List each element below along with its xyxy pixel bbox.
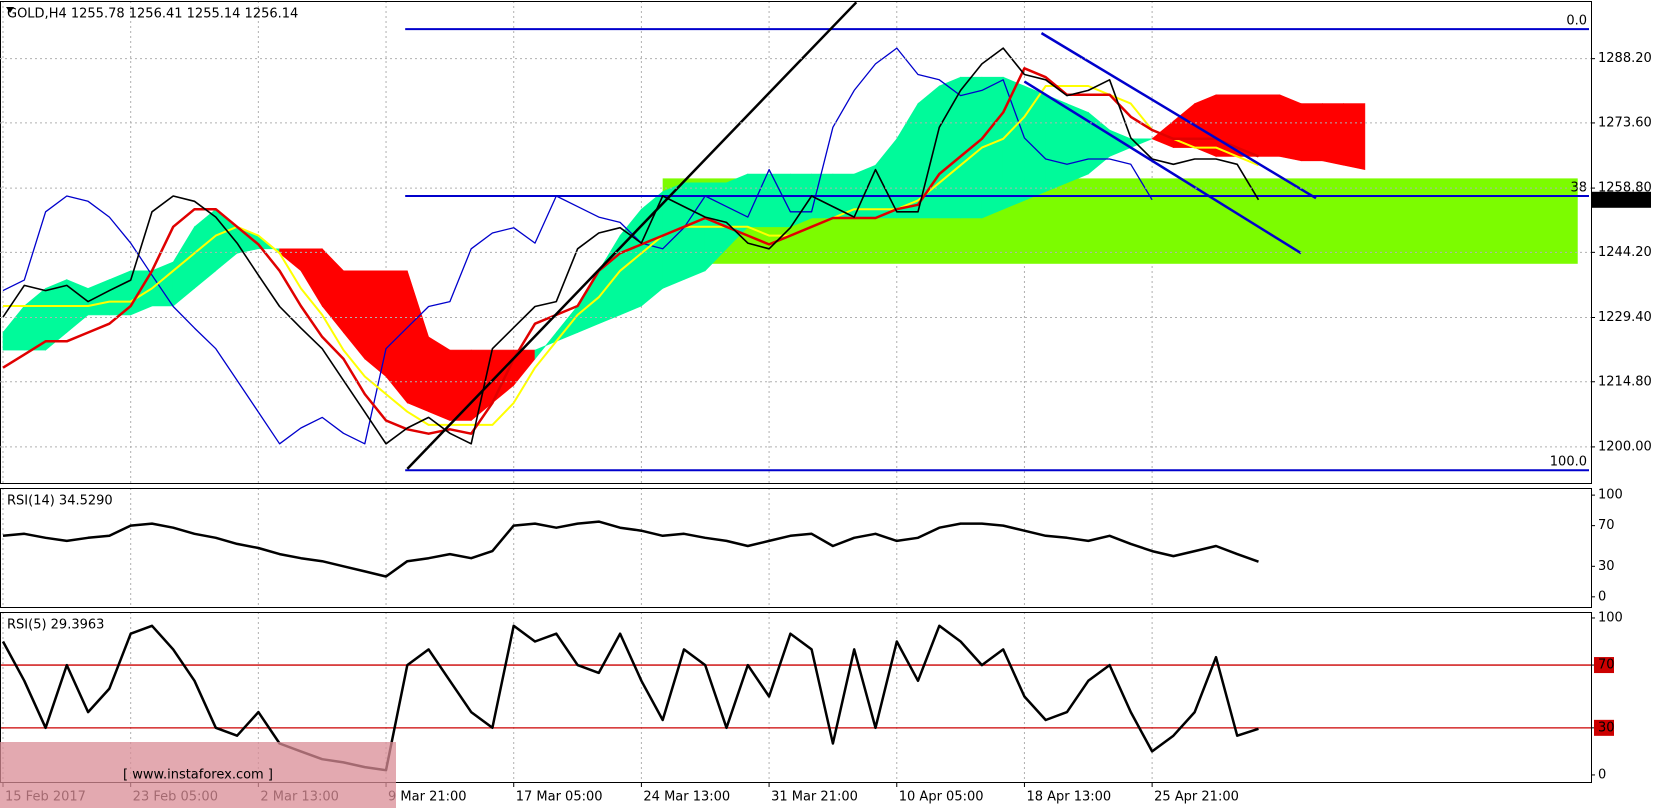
cloud-segment <box>1130 138 1153 149</box>
series-line <box>2 67 1259 435</box>
y-tick-label: 1200.00 <box>1598 439 1652 454</box>
y-tick-label: 70 <box>1598 658 1615 673</box>
x-tick-label: 9 Mar 21:00 <box>388 790 467 805</box>
trendline <box>406 1 858 470</box>
x-tick-label: 17 Mar 05:00 <box>516 790 603 805</box>
y-tick-label: 1273.60 <box>1598 115 1652 130</box>
y-tick-label: 70 <box>1598 518 1615 533</box>
y-tick-label: 0 <box>1598 767 1606 782</box>
cloud-segment <box>1024 85 1046 201</box>
series-line <box>2 520 1259 578</box>
cloud-segment <box>1300 103 1323 162</box>
panel-frame <box>0 488 1592 608</box>
y-tick-label: 1288.20 <box>1598 51 1652 66</box>
cloud-segment <box>428 336 451 421</box>
cloud-segment <box>1322 103 1344 166</box>
cloud-segment <box>747 173 770 228</box>
y-tick-label: 1244.20 <box>1598 245 1652 260</box>
panel-frame <box>0 612 1592 783</box>
y-tick-label: 1258.80 <box>1598 181 1652 196</box>
series-line <box>2 47 1153 445</box>
x-tick-label: 10 Apr 05:00 <box>899 790 984 805</box>
cloud-segment <box>449 349 472 421</box>
panel-title: GOLD,H4 1255.78 1256.41 1255.14 1256.14 <box>7 7 298 22</box>
cloud-segment <box>1279 94 1302 162</box>
y-tick-label: 100 <box>1598 610 1623 625</box>
y-tick-label: 30 <box>1598 720 1615 735</box>
watermark-box <box>0 742 396 808</box>
series-line <box>1 624 1259 772</box>
x-tick-label: 24 Mar 13:00 <box>643 790 730 805</box>
panel-frame <box>0 1 1592 484</box>
trendline <box>1040 32 1317 200</box>
last-price-label: 1256.14 <box>1597 192 1651 207</box>
cloud-segment <box>683 182 706 281</box>
fib-label: 38 <box>1570 181 1587 196</box>
level-label-box <box>1594 719 1614 736</box>
level-label-box <box>1594 657 1614 674</box>
last-price-box <box>1591 191 1651 208</box>
cloud-segment <box>1002 76 1025 210</box>
x-tick-label: 18 Apr 13:00 <box>1026 790 1111 805</box>
header-icon <box>6 7 14 13</box>
y-tick-label: 30 <box>1598 559 1615 574</box>
y-tick-label: 100 <box>1598 488 1623 503</box>
y-tick-label: 1229.40 <box>1598 310 1652 325</box>
fib-label: 100.0 <box>1550 455 1587 470</box>
cloud-segment <box>1236 94 1259 157</box>
panel-title: RSI(5) 29.3963 <box>7 618 104 633</box>
y-tick-label: 1214.80 <box>1598 374 1652 389</box>
panel-title: RSI(14) 34.5290 <box>7 494 113 509</box>
cloud-segment <box>768 173 791 228</box>
y-tick-label: 0 <box>1598 589 1606 604</box>
series-line <box>3 85 1259 426</box>
fib-label: 0.0 <box>1566 14 1587 29</box>
cloud-segment <box>641 190 664 307</box>
x-tick-label: 25 Apr 21:00 <box>1154 790 1239 805</box>
watermark: [ www.instaforex.com ] <box>123 768 273 783</box>
cloud-segment <box>1045 94 1068 193</box>
x-tick-label: 31 Mar 21:00 <box>771 790 858 805</box>
cloud-segment <box>1258 94 1281 157</box>
cloud-segment <box>1343 103 1366 170</box>
trendline <box>1023 80 1302 255</box>
